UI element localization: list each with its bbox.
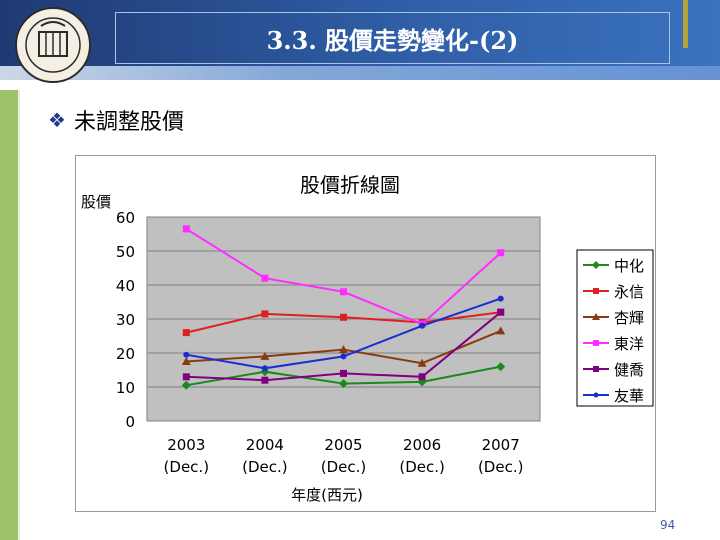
data-point xyxy=(497,295,504,302)
x-tick-note: (Dec.) xyxy=(321,458,367,476)
legend-item: 中化 xyxy=(583,257,644,275)
x-tick-note: (Dec.) xyxy=(242,458,288,476)
bullet-text: 未調整股價 xyxy=(74,110,185,135)
x-tick-note: (Dec.) xyxy=(164,458,210,476)
data-point xyxy=(261,310,269,318)
y-tick-label: 20 xyxy=(116,345,135,363)
data-point xyxy=(183,351,190,358)
x-tick-note: (Dec.) xyxy=(478,458,524,476)
slide-title-box: 3.3. 股價走勢變化-(2) xyxy=(115,12,670,64)
series-友華 xyxy=(183,295,504,372)
data-point xyxy=(339,379,348,389)
x-tick-label: 2005 xyxy=(324,436,362,454)
legend-box xyxy=(576,249,654,407)
chart-title: 股價折線圖 xyxy=(300,173,400,197)
x-tick-label: 2003 xyxy=(167,436,205,454)
data-point xyxy=(496,362,506,372)
accent-bar xyxy=(683,0,688,48)
legend-label: 東洋 xyxy=(614,335,644,353)
page-number: 94 xyxy=(660,518,676,532)
data-point xyxy=(497,249,505,257)
stock-price-line-chart: 股價折線圖 股價 0 10 20 30 40 50 60 2003 (Dec.) 2004 (De… xyxy=(75,155,656,512)
data-point xyxy=(340,369,347,377)
legend-label: 中化 xyxy=(614,257,644,275)
data-point xyxy=(496,326,506,335)
data-point xyxy=(340,313,347,321)
legend-label: 友華 xyxy=(614,387,644,405)
y-tick-label: 60 xyxy=(116,209,135,227)
slide-title: 3.3. 股價走勢變化-(2) xyxy=(266,25,519,55)
data-point xyxy=(418,373,426,381)
y-tick-label: 30 xyxy=(116,311,135,329)
data-point xyxy=(181,380,191,390)
series-杏輝 xyxy=(181,326,506,367)
data-point xyxy=(182,373,190,381)
data-point xyxy=(261,376,269,384)
data-point xyxy=(261,365,268,372)
legend-item: 健喬 xyxy=(583,361,644,379)
x-tick-note: (Dec.) xyxy=(399,458,445,476)
legend-item: 永信 xyxy=(583,283,644,301)
y-tick-label: 50 xyxy=(116,243,135,261)
data-point xyxy=(340,353,347,360)
data-point xyxy=(182,329,190,337)
series-lines xyxy=(181,225,506,390)
y-tick-label: 0 xyxy=(125,413,135,431)
data-point xyxy=(593,340,599,346)
x-tick-label: 2007 xyxy=(482,436,520,454)
series-健喬 xyxy=(182,308,505,384)
data-point xyxy=(417,358,427,367)
diamond-bullet-icon: ❖ xyxy=(48,108,66,132)
x-tick-labels: 2003 (Dec.) 2004 (Dec.) 2005 (Dec.) 2006 (Dec.)… xyxy=(164,436,524,476)
y-tick-label: 40 xyxy=(116,277,135,295)
legend-label: 健喬 xyxy=(614,361,644,379)
y-axis-label: 股價 xyxy=(81,193,111,211)
data-point xyxy=(182,225,190,233)
legend-item: 友華 xyxy=(583,387,644,405)
x-axis-label: 年度(西元) xyxy=(291,486,363,504)
data-point xyxy=(593,366,599,372)
data-point xyxy=(181,357,191,365)
x-tick-label: 2006 xyxy=(403,436,441,454)
data-point xyxy=(260,351,270,360)
data-point xyxy=(497,308,505,316)
data-point xyxy=(593,392,599,398)
university-seal-logo xyxy=(15,7,91,83)
data-point xyxy=(592,261,600,269)
y-tick-label: 10 xyxy=(116,379,135,397)
data-point xyxy=(340,288,347,296)
legend-label: 杏輝 xyxy=(614,309,644,327)
legend-item: 東洋 xyxy=(583,335,644,353)
x-tick-label: 2004 xyxy=(246,436,284,454)
left-accent-bar xyxy=(0,90,18,540)
legend-item: 杏輝 xyxy=(583,309,644,327)
data-point xyxy=(593,288,599,294)
data-point xyxy=(261,274,269,282)
data-point xyxy=(592,313,600,320)
data-point xyxy=(419,322,426,329)
y-tick-labels: 0 10 20 30 40 50 60 xyxy=(116,209,135,431)
data-point xyxy=(339,345,348,354)
left-accent-line xyxy=(18,90,20,540)
header-band xyxy=(0,66,720,80)
legend-label: 永信 xyxy=(614,283,644,301)
